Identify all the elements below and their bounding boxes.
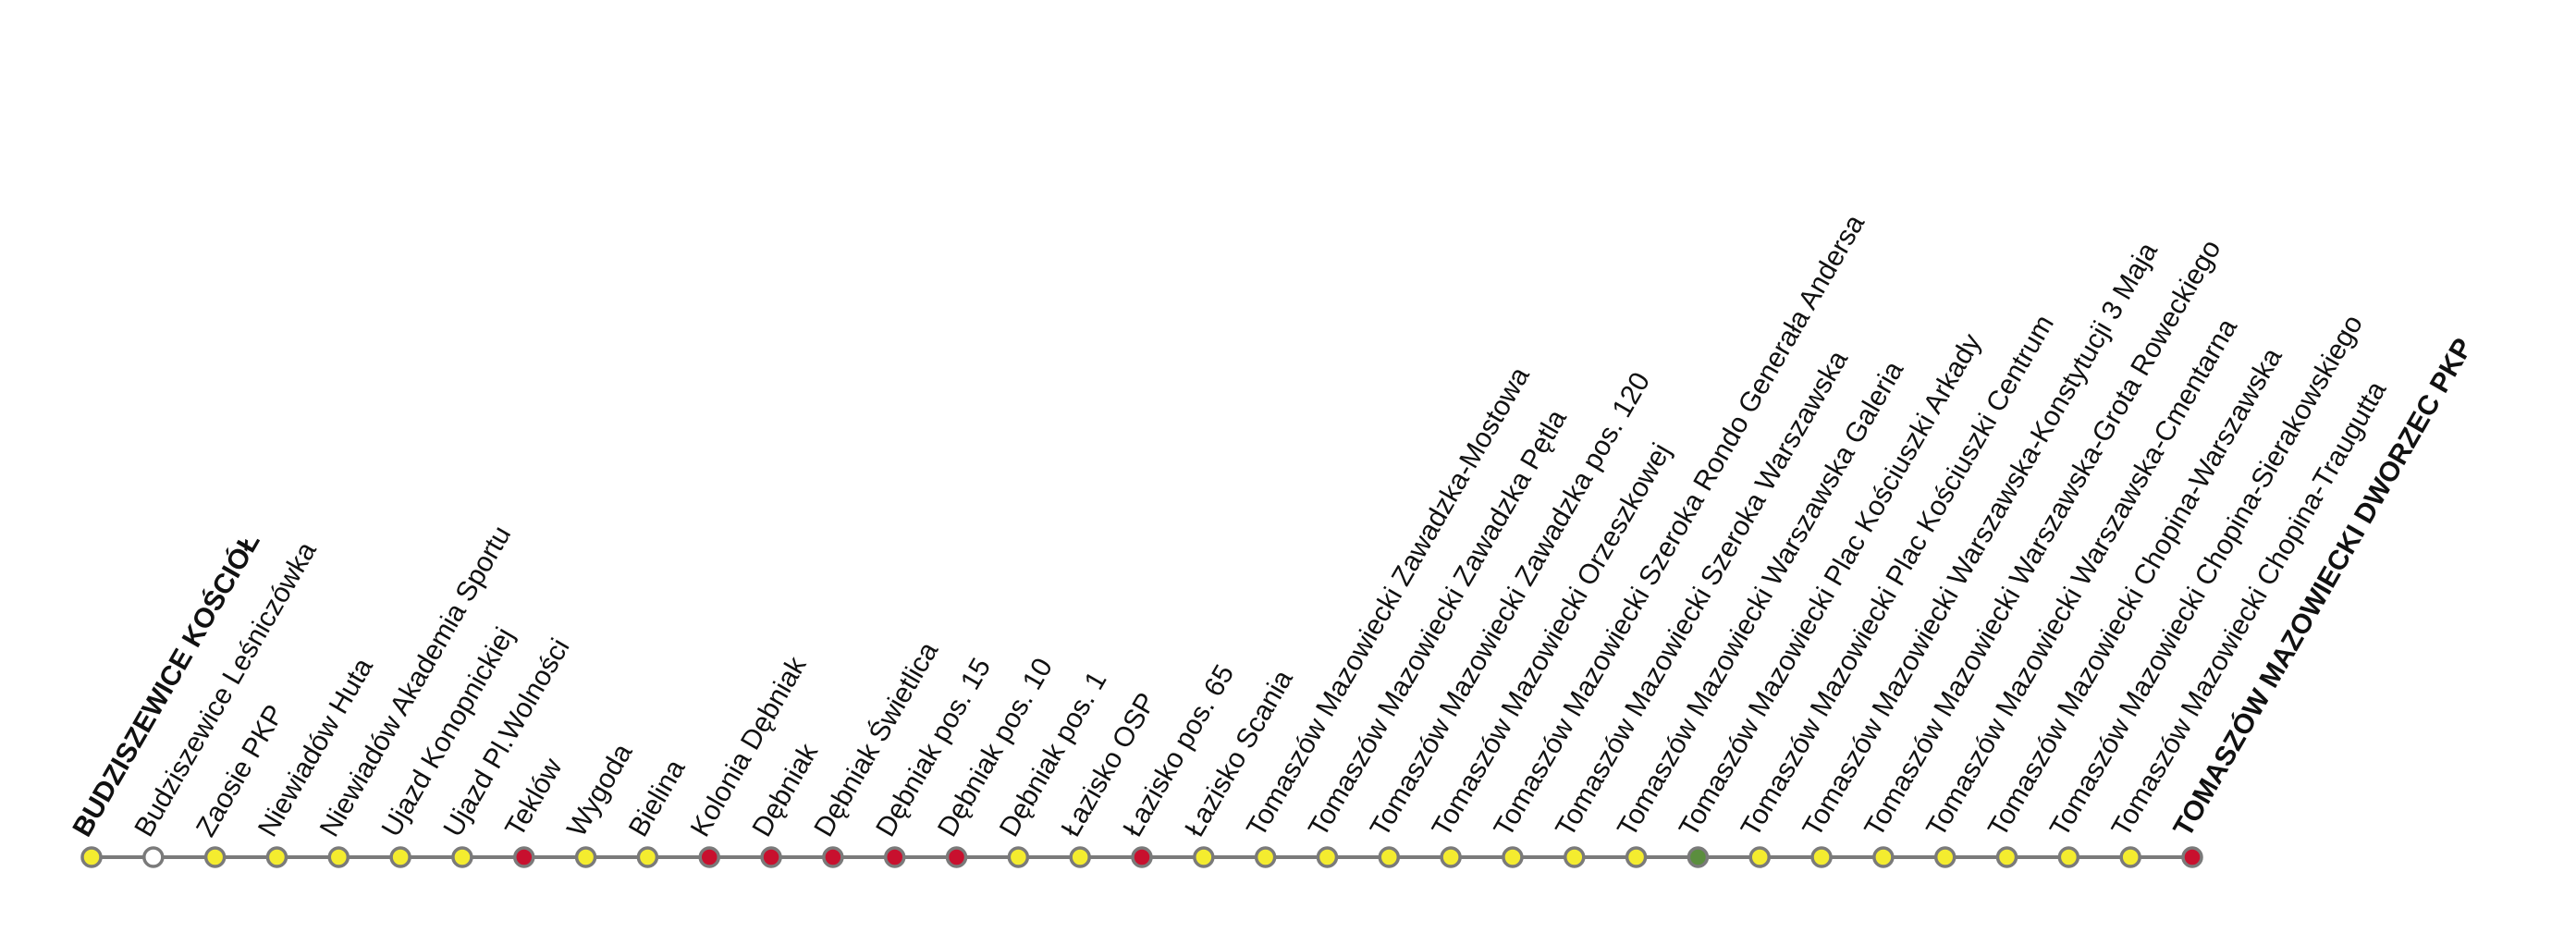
stop-dot <box>1131 846 1153 868</box>
stop-dot <box>1995 846 2018 868</box>
stop-dot <box>265 846 288 868</box>
stop-dot <box>1810 846 1833 868</box>
stop-dot <box>1748 846 1771 868</box>
stop-dot <box>1254 846 1277 868</box>
stop-dot <box>698 846 720 868</box>
stop-label: Teklów <box>499 753 569 841</box>
stop-dot <box>1687 846 1710 868</box>
stop-dot <box>1193 846 1215 868</box>
stop-dot <box>203 846 227 868</box>
stop-dot <box>389 846 411 868</box>
stop-dot <box>883 846 906 868</box>
stop-dot <box>574 846 597 868</box>
stop-dot <box>1625 846 1648 868</box>
stop-dot <box>1564 846 1586 868</box>
stop-dot <box>1007 846 1030 868</box>
stop-dot <box>451 846 473 868</box>
stop-dot <box>327 846 350 868</box>
stop-dot <box>1872 846 1895 868</box>
stop-dot <box>2057 846 2080 868</box>
stop-dot <box>822 846 844 868</box>
stop-dot <box>1378 846 1401 868</box>
stop-dot <box>1933 846 1957 868</box>
stop-dot <box>2181 846 2203 868</box>
stop-dot <box>513 846 535 868</box>
stop-dot <box>2119 846 2141 868</box>
stop-label: Łazisko pos. 65 <box>1117 659 1240 841</box>
stop-dot <box>1440 846 1462 868</box>
stop-dot <box>1069 846 1091 868</box>
stop-dot <box>1502 846 1524 868</box>
stop-dot <box>142 846 165 868</box>
stop-dot <box>1316 846 1339 868</box>
stop-dot <box>760 846 782 868</box>
stop-dot <box>80 846 103 868</box>
stop-dot <box>945 846 968 868</box>
stop-dot <box>636 846 659 868</box>
stop-label: Bielina <box>623 755 692 842</box>
